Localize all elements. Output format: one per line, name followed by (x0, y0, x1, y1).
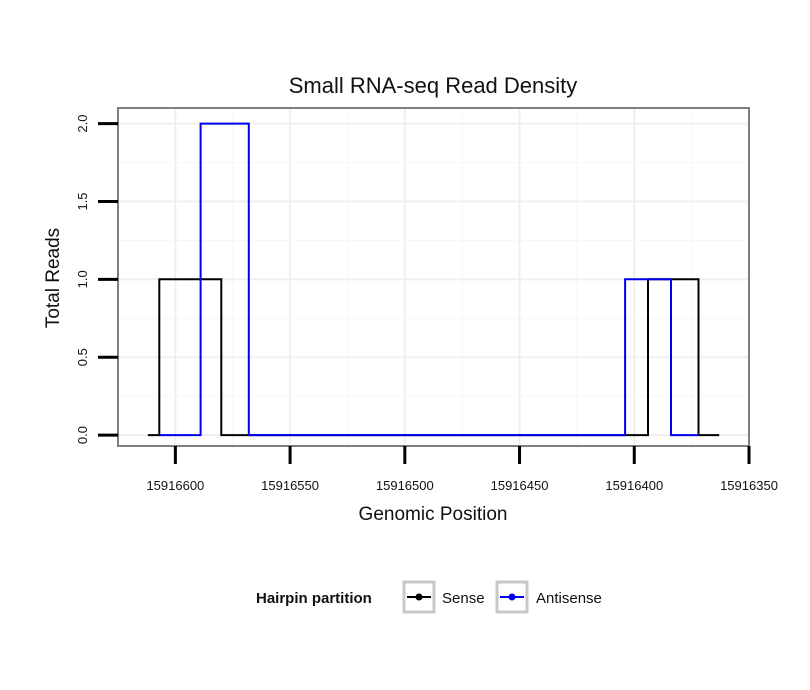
legend-label-sense: Sense (442, 590, 485, 607)
series-line-antisense (159, 122, 699, 437)
x-tick-label: 15916550 (261, 478, 319, 493)
plot-panel-border (117, 107, 750, 447)
y-axis-title: Total Reads (43, 228, 64, 328)
x-tick-label: 15916450 (491, 478, 549, 493)
y-tick-label: 0.5 (75, 348, 90, 366)
x-axis: 15916600 15916550 15916500 15916450 15916400… (146, 446, 778, 493)
legend-key-antisense-point (508, 593, 516, 601)
chart-title: Small RNA-seq Read Density (289, 73, 578, 98)
legend-label-antisense: Antisense (536, 590, 602, 607)
series-lines (147, 122, 720, 437)
legend-key-sense-point (415, 593, 423, 601)
y-tick-label: 1.5 (75, 192, 90, 210)
x-tick-label: 15916600 (146, 478, 204, 493)
legend: Hairpin partition Sense Antisense (256, 580, 602, 614)
x-axis-title: Genomic Position (359, 504, 508, 525)
grid-lines (118, 108, 750, 446)
y-tick-label: 0.0 (75, 426, 90, 444)
x-tick-label: 15916400 (605, 478, 663, 493)
y-tick-label: 2.0 (75, 115, 90, 133)
y-axis: 0.0 0.5 1.0 1.5 2.0 (75, 115, 118, 444)
x-tick-label: 15916500 (376, 478, 434, 493)
x-tick-label: 15916350 (720, 478, 778, 493)
legend-title: Hairpin partition (256, 590, 372, 607)
y-tick-label: 1.0 (75, 270, 90, 288)
